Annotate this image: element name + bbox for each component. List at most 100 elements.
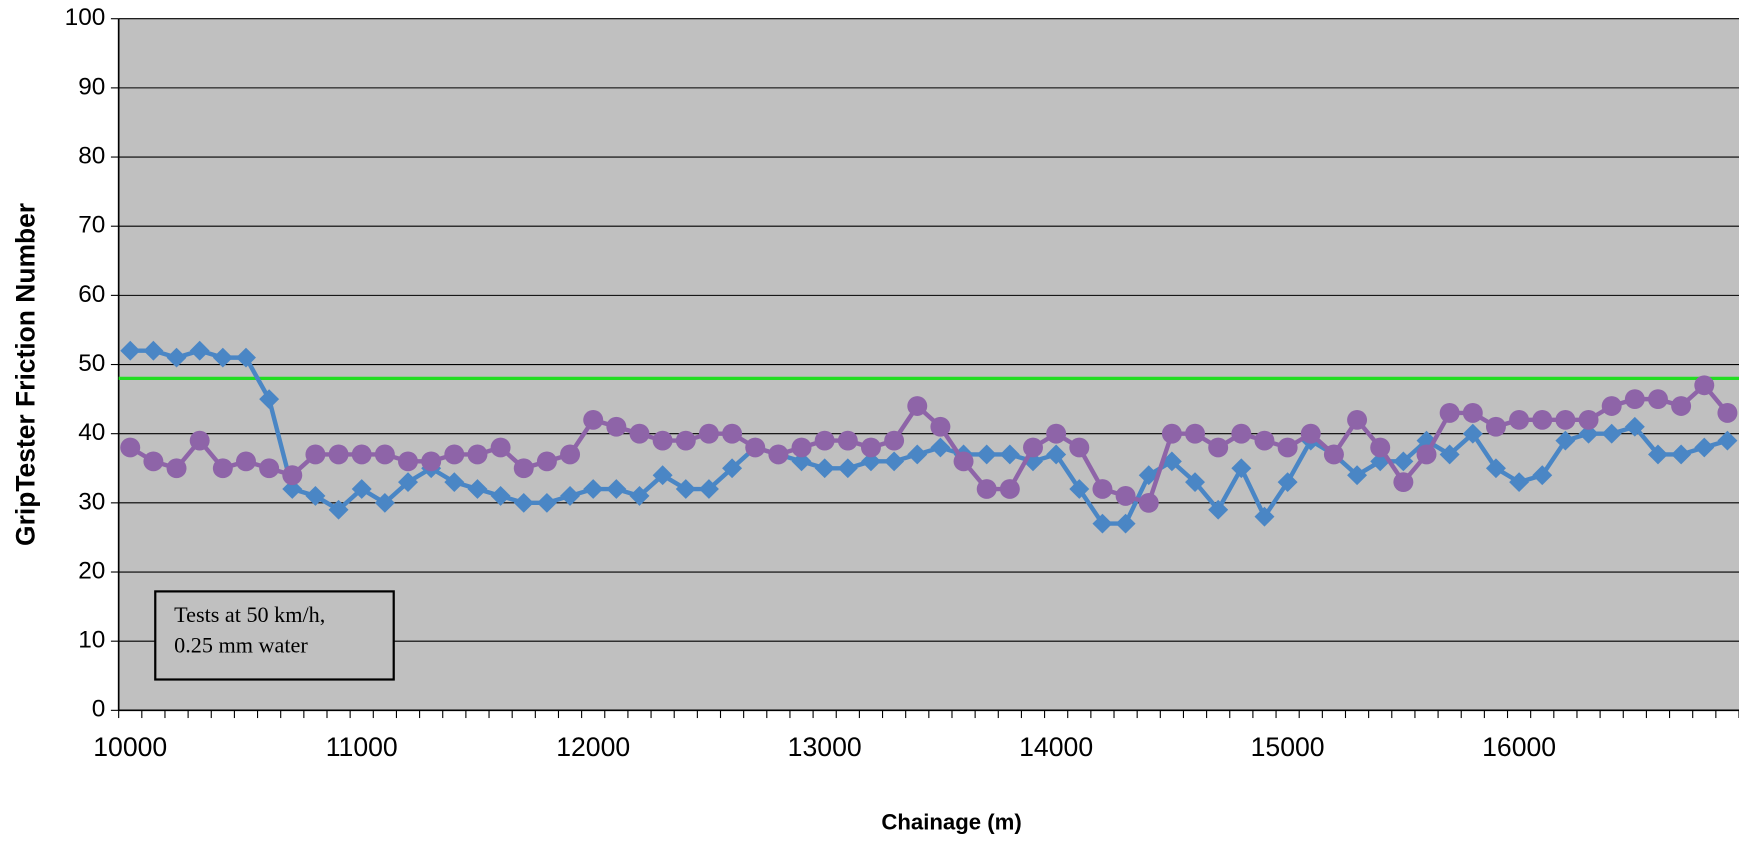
- marker: [999, 479, 1020, 499]
- marker: [467, 479, 488, 499]
- marker: [490, 486, 511, 506]
- marker: [884, 430, 905, 451]
- marker: [1277, 437, 1298, 458]
- marker: [629, 423, 650, 444]
- y-tick-label: 20: [78, 557, 105, 584]
- y-tick-label: 100: [65, 4, 106, 31]
- y-tick-label: 60: [78, 281, 105, 308]
- marker: [166, 347, 187, 368]
- marker: [814, 430, 835, 451]
- marker: [1648, 389, 1668, 410]
- marker: [282, 479, 303, 499]
- marker: [583, 479, 604, 499]
- marker: [374, 444, 395, 465]
- marker: [398, 472, 418, 493]
- marker: [1161, 423, 1182, 444]
- annotation-box: [154, 590, 395, 681]
- marker: [351, 479, 372, 499]
- y-tick-label: 50: [78, 350, 105, 377]
- marker: [189, 430, 210, 451]
- y-tick-label: 0: [92, 696, 106, 723]
- marker: [444, 472, 465, 493]
- marker: [1254, 430, 1275, 451]
- marker: [235, 347, 256, 368]
- marker: [606, 416, 627, 437]
- marker: [1023, 437, 1043, 458]
- marker: [1092, 479, 1113, 499]
- marker: [305, 444, 326, 465]
- marker: [282, 465, 303, 486]
- series-line: [130, 348, 1729, 526]
- marker: [1555, 409, 1576, 430]
- marker: [536, 451, 557, 472]
- marker: [166, 458, 187, 479]
- marker: [1115, 513, 1136, 534]
- marker: [1069, 437, 1090, 458]
- series-line: [129, 382, 1730, 506]
- marker: [560, 444, 581, 465]
- marker: [351, 444, 372, 465]
- marker: [953, 451, 974, 472]
- y-tick-label: 30: [78, 488, 105, 515]
- marker: [675, 430, 696, 451]
- marker: [1601, 396, 1622, 416]
- marker: [1046, 423, 1067, 444]
- marker: [1231, 458, 1252, 479]
- marker: [1462, 403, 1483, 423]
- y-tick-label: 90: [78, 73, 105, 100]
- marker: [907, 396, 928, 416]
- marker: [1532, 409, 1553, 430]
- marker: [791, 437, 812, 458]
- x-axis-label: Chainage (m): [881, 810, 1021, 835]
- marker: [1231, 423, 1252, 444]
- marker: [698, 423, 719, 444]
- x-tick-label: 14000: [1019, 732, 1093, 762]
- marker: [976, 444, 997, 465]
- annotation-text: Tests at 50 km/h,: [174, 602, 325, 627]
- y-tick-label: 40: [78, 419, 105, 446]
- marker: [722, 423, 743, 444]
- marker: [1254, 506, 1275, 527]
- marker: [1694, 437, 1715, 458]
- y-tick-label: 70: [78, 212, 105, 239]
- marker: [1671, 444, 1692, 465]
- marker: [1416, 444, 1437, 465]
- marker: [1624, 416, 1645, 437]
- marker: [1208, 437, 1229, 458]
- marker: [1069, 479, 1090, 499]
- marker: [1624, 389, 1645, 410]
- marker: [652, 430, 673, 451]
- y-tick-label: 80: [78, 143, 105, 170]
- marker: [1439, 444, 1460, 465]
- y-axis-label: GripTester Friction Number: [11, 203, 41, 546]
- marker: [467, 444, 488, 465]
- marker: [606, 479, 627, 499]
- marker: [1277, 472, 1298, 493]
- marker: [328, 499, 349, 520]
- marker: [1370, 437, 1391, 458]
- marker: [398, 451, 418, 472]
- marker: [837, 458, 858, 479]
- marker: [1694, 375, 1715, 396]
- marker: [1138, 492, 1159, 513]
- marker: [583, 409, 604, 430]
- marker: [1185, 472, 1206, 493]
- marker: [1393, 472, 1414, 493]
- marker: [1485, 416, 1506, 437]
- marker: [120, 437, 141, 458]
- x-tick-label: 16000: [1482, 732, 1556, 762]
- marker: [1509, 409, 1530, 430]
- marker: [930, 437, 951, 458]
- marker: [143, 451, 164, 472]
- x-tick-label: 11000: [326, 732, 398, 762]
- marker: [1347, 409, 1368, 430]
- marker: [235, 451, 256, 472]
- marker: [1601, 423, 1622, 444]
- marker: [930, 416, 951, 437]
- marker: [1717, 403, 1738, 423]
- marker: [884, 451, 905, 472]
- marker: [212, 347, 233, 368]
- marker: [837, 430, 858, 451]
- marker: [1578, 409, 1599, 430]
- marker: [976, 479, 997, 499]
